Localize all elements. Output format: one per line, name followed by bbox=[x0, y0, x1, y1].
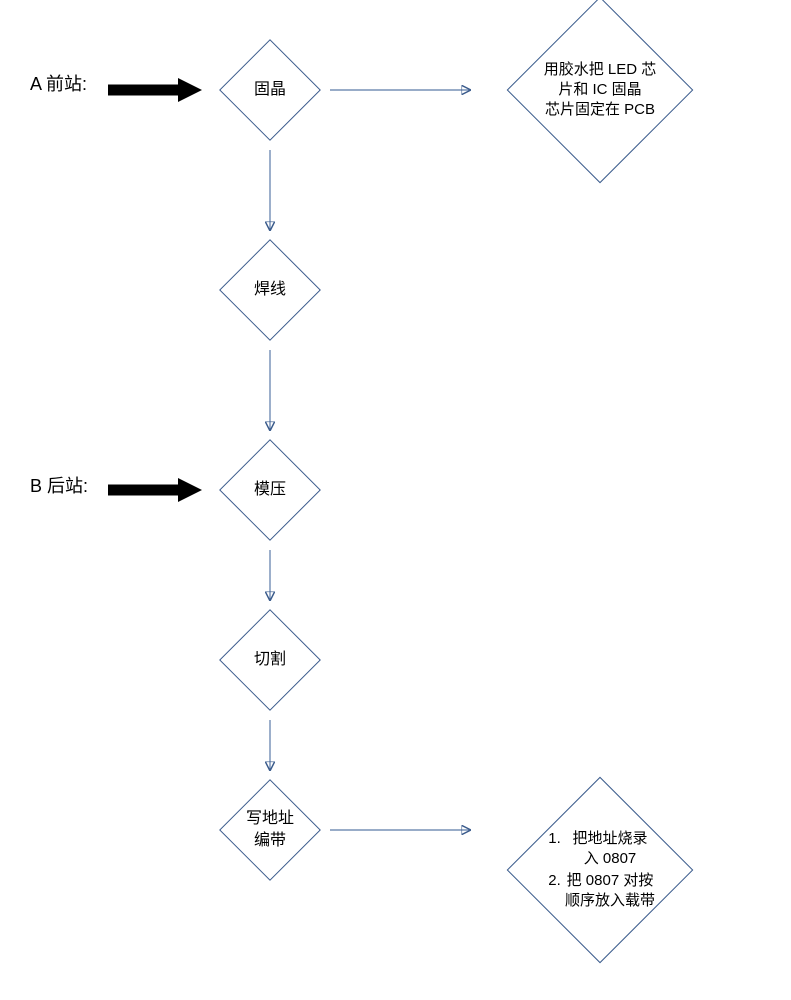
thick-arrow-b bbox=[108, 478, 202, 502]
detail-glue-line3: 芯片固定在 PCB bbox=[544, 100, 657, 120]
detail-glue-line1: 用胶水把 LED 芯 bbox=[544, 60, 657, 80]
thick-arrow-a bbox=[108, 78, 202, 102]
detail-address-item2: 把 0807 对按 顺序放入载带 bbox=[565, 871, 655, 912]
arrows-layer bbox=[0, 0, 791, 1000]
detail-address-item1: 把地址烧录 入 0807 bbox=[565, 829, 655, 870]
detail-glue-line2: 片和 IC 固晶 bbox=[544, 80, 657, 100]
